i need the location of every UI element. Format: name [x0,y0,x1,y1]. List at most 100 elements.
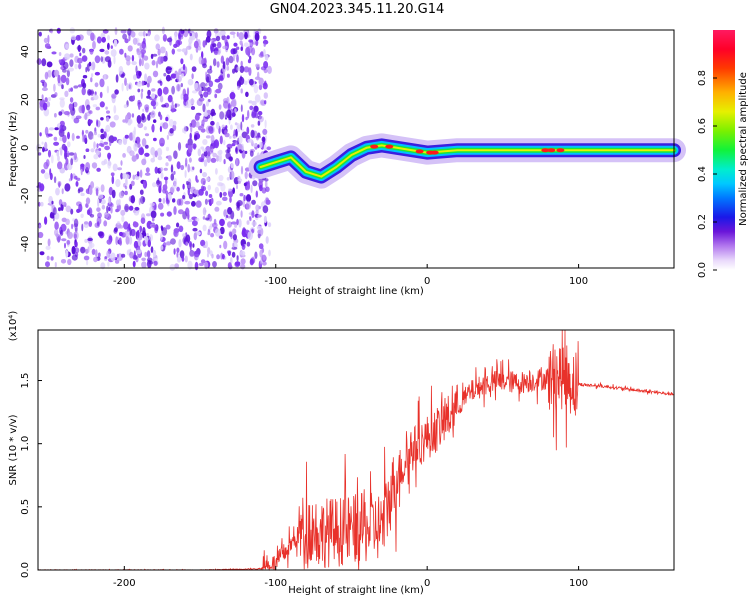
noise-blob [136,249,142,255]
noise-blob [205,82,208,87]
noise-blob [40,169,46,174]
noise-blob [173,248,176,255]
noise-blob [189,53,193,61]
noise-blob [169,119,174,127]
noise-blob [222,70,225,79]
noise-blob [191,66,197,72]
noise-blob [121,82,124,92]
noise-blob [101,160,106,166]
noise-blob [264,178,269,182]
noise-blob [162,55,168,62]
noise-blob [217,181,223,187]
noise-blob [62,134,67,144]
noise-blob [178,239,182,248]
noise-blob [230,221,237,225]
noise-blob [215,88,222,94]
noise-blob [110,252,116,262]
noise-blob [234,223,238,228]
noise-blob [263,49,266,57]
noise-blob [267,65,272,74]
noise-blob [186,87,190,97]
noise-blob [71,245,76,255]
signal-peak [415,149,424,154]
noise-blob [41,58,47,67]
noise-blob [217,41,222,49]
noise-blob [129,119,133,125]
noise-blob [150,100,157,107]
noise-blob [264,119,267,129]
noise-blob [140,49,147,55]
noise-blob [214,186,219,194]
noise-blob [116,253,119,258]
noise-blob [126,226,130,232]
noise-blob [214,206,220,212]
noise-blob [204,261,209,270]
noise-blob [265,186,270,193]
noise-blob [184,66,188,75]
noise-blob [124,190,128,196]
colorbar: 0.0 0.2 0.4 0.6 0.8 Normalized spectral ampl… [697,30,749,278]
noise-blob [170,173,175,181]
noise-blob [159,137,165,147]
noise-blob [136,229,140,239]
noise-blob [79,52,82,57]
noise-blob [246,220,250,225]
noise-blob [144,152,150,157]
noise-blob [233,42,238,47]
noise-blob [163,167,168,171]
noise-blob [190,124,193,133]
noise-blob [81,87,86,96]
noise-blob [210,134,215,144]
noise-blob [193,40,199,49]
noise-blob [207,232,211,236]
noise-blob [225,152,231,160]
noise-blob [59,229,64,236]
noise-blob [258,243,264,250]
noise-blob [126,59,131,66]
noise-blob [147,32,151,37]
noise-blob [54,221,59,230]
noise-blob [193,82,199,90]
noise-blob [61,188,64,195]
noise-blob [169,38,172,46]
noise-blob [133,240,139,249]
noise-blob [204,198,208,205]
noise-blob [200,259,206,264]
noise-blob [53,83,56,92]
noise-blob [219,111,225,120]
noise-blob [65,249,69,258]
noise-blob [115,199,120,206]
noise-blob [58,52,62,56]
noise-blob [225,214,229,218]
noise-blob [63,145,68,154]
noise-blob [36,58,42,65]
noise-blob [251,109,257,118]
noise-blob [162,197,166,204]
noise-blob [53,69,60,77]
noise-blob [105,116,110,122]
noise-blob [263,42,266,47]
noise-blob [232,135,237,139]
noise-blob [176,252,179,258]
noise-blob [115,208,119,213]
noise-blob [73,117,80,124]
noise-blob [200,177,206,185]
noise-blob [222,191,227,197]
noise-blob [157,202,164,210]
noise-blob [111,175,115,185]
noise-blob [94,82,99,88]
noise-blob [136,171,140,177]
noise-blob [46,255,50,261]
noise-blob [129,251,134,259]
noise-blob [176,198,182,206]
noise-blob [61,238,67,242]
noise-blob [227,250,231,256]
noise-blob [141,158,147,166]
noise-blob [44,126,49,136]
noise-blob [150,246,154,254]
noise-blob [71,223,74,230]
noise-blob [112,136,118,142]
noise-blob [180,83,183,88]
noise-blob [138,58,142,67]
noise-blob [167,155,172,162]
